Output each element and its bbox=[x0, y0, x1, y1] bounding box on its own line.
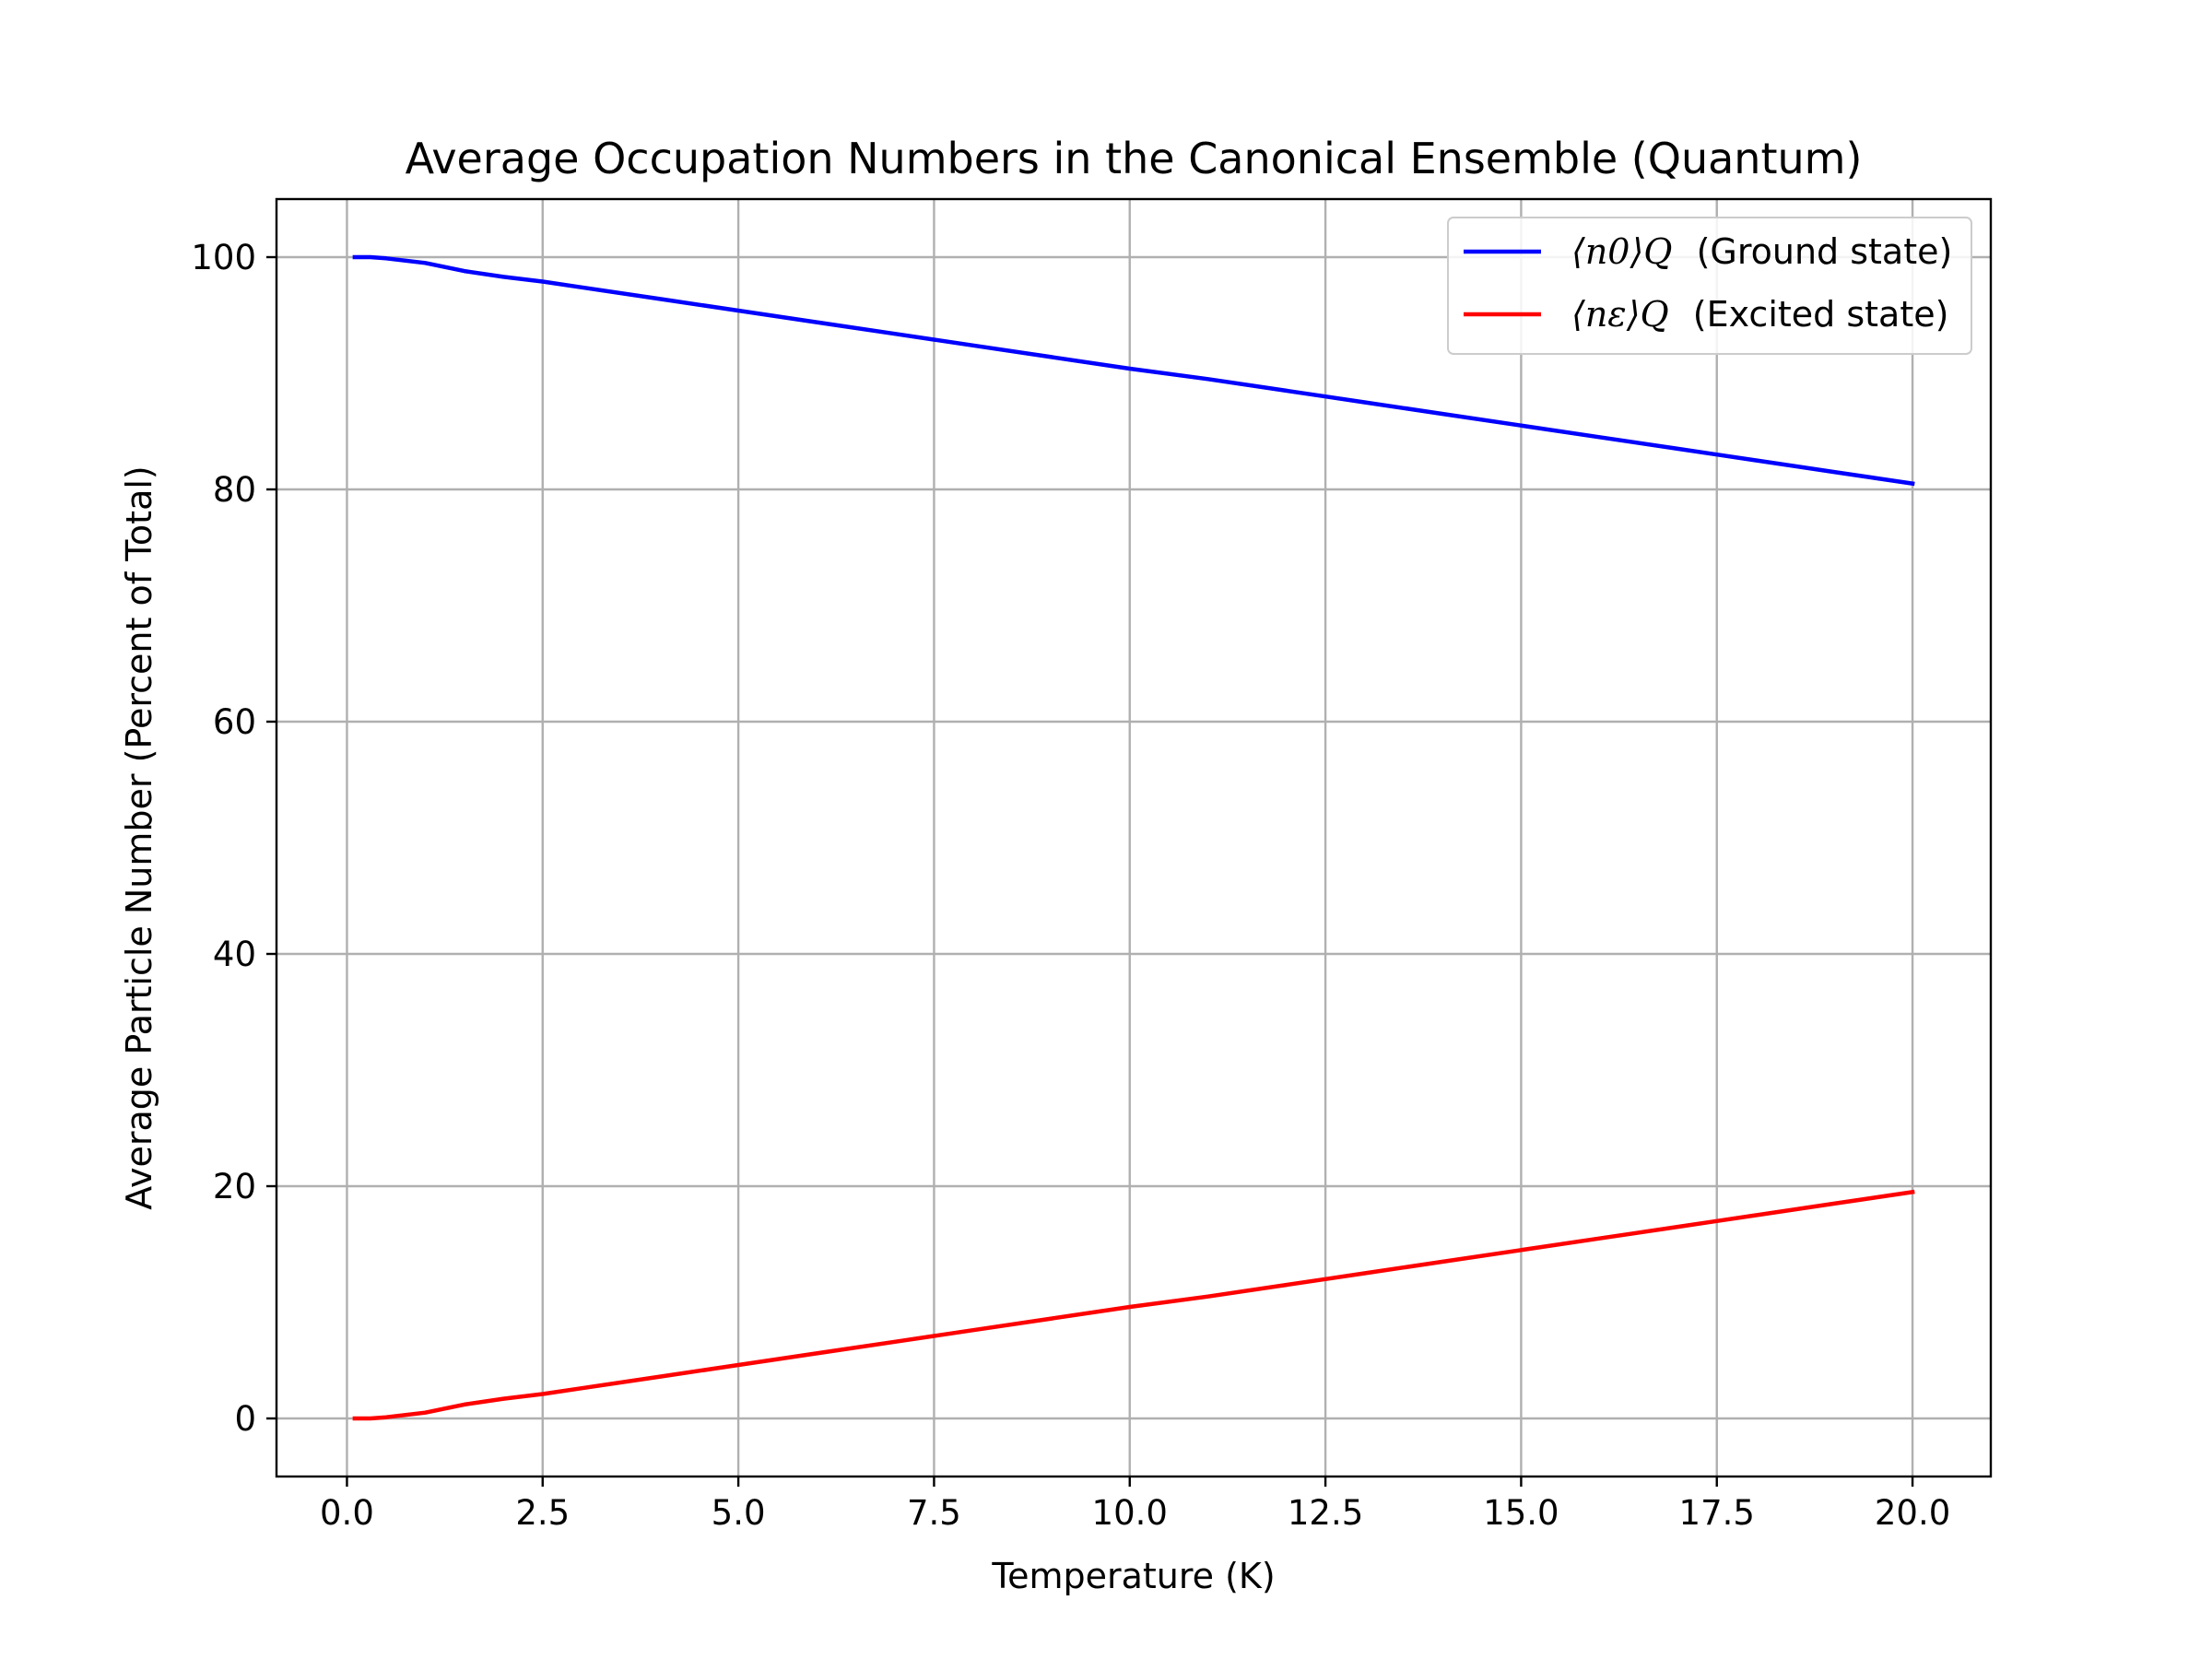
legend-box bbox=[1447, 217, 1972, 355]
legend-text-ground-state: (Ground state) bbox=[1697, 231, 1953, 272]
axis-ticks: 0.0 2.5 5.0 7.5 10.0 12.5 15.0 17.5 20.0 0 20 40 60 8… bbox=[191, 238, 1950, 1533]
y-tick-label: 0 bbox=[234, 1399, 256, 1439]
x-tick-label: 12.5 bbox=[1288, 1493, 1363, 1533]
legend-math-ground-state: ⟨n0⟩Q bbox=[1571, 231, 1672, 272]
plot-frame bbox=[275, 197, 1993, 1478]
y-axis-title: Average Particle Number (Percent of Tota… bbox=[119, 465, 159, 1210]
series-line-ground-state bbox=[352, 254, 1915, 487]
plot-area bbox=[276, 199, 1991, 1477]
x-tick-label: 20.0 bbox=[1875, 1493, 1950, 1533]
grid-lines bbox=[276, 199, 1991, 1477]
x-axis-title: Temperature (K) bbox=[991, 1556, 1275, 1596]
chart-title: Average Occupation Numbers in the Canoni… bbox=[406, 134, 1863, 183]
series-layer bbox=[352, 254, 1915, 1421]
y-tick-label: 60 bbox=[213, 702, 256, 742]
x-tick-label: 2.5 bbox=[515, 1493, 570, 1533]
y-tick-label: 100 bbox=[191, 238, 256, 277]
legend-math-excited-state: ⟨nε⟩Q bbox=[1571, 294, 1669, 335]
x-tick-label: 17.5 bbox=[1679, 1493, 1755, 1533]
x-tick-label: 5.0 bbox=[712, 1493, 766, 1533]
legend-label-ground-state: ⟨n0⟩Q (Ground state) bbox=[1571, 231, 1952, 272]
y-tick-label: 80 bbox=[213, 470, 256, 510]
series-line-excited-state bbox=[352, 1189, 1915, 1421]
x-tick-label: 7.5 bbox=[907, 1493, 961, 1533]
x-tick-label: 15.0 bbox=[1483, 1493, 1559, 1533]
x-tick-label: 10.0 bbox=[1092, 1493, 1168, 1533]
x-tick-label: 0.0 bbox=[320, 1493, 374, 1533]
legend-label-excited-state: ⟨nε⟩Q (Excited state) bbox=[1571, 294, 1948, 335]
y-tick-label: 20 bbox=[213, 1167, 256, 1206]
legend-text-excited-state: (Excited state) bbox=[1693, 294, 1949, 335]
legend: ⟨n0⟩Q (Ground state) ⟨nε⟩Q (Excited stat… bbox=[1447, 217, 1972, 355]
y-tick-label: 40 bbox=[213, 935, 256, 974]
